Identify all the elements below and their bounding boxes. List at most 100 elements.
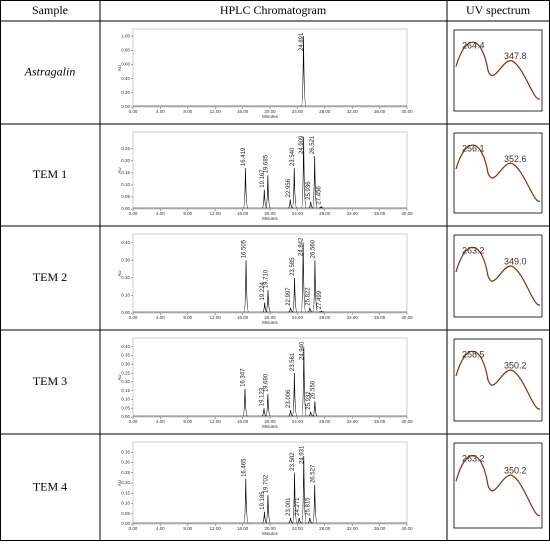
peak <box>292 472 298 524</box>
y-tick-label: 0.10 <box>121 182 130 187</box>
peak <box>301 346 307 417</box>
x-tick-label: 8.00 <box>183 526 192 531</box>
x-tick-label: 12.00 <box>210 419 222 424</box>
peak-label: 24.891 <box>299 32 305 51</box>
peak-label: 24.842 <box>299 237 305 256</box>
peak-label: 19.224 <box>260 281 266 300</box>
uv-peak-label: 263.2 <box>462 245 485 255</box>
x-tick-label: 0.00 <box>129 315 138 320</box>
y-tick-label: 0.40 <box>121 76 130 81</box>
x-tick-label: 36.00 <box>374 109 386 114</box>
x-axis-label: Minutes <box>262 320 279 325</box>
peak <box>262 511 268 524</box>
x-tick-label: 28.00 <box>319 526 331 531</box>
sample-name: Astragalin <box>24 64 76 78</box>
peak-label: 23.001 <box>286 497 292 516</box>
peak <box>301 136 307 209</box>
y-tick-label: 0.30 <box>121 460 130 465</box>
x-tick-label: 20.00 <box>264 315 276 320</box>
peak-label: 25.932 <box>306 391 312 410</box>
peak <box>292 277 298 313</box>
peak-label: 22.997 <box>286 287 292 306</box>
peak <box>243 168 249 209</box>
x-tick-label: 16.00 <box>237 315 249 320</box>
peak-label: 25.815 <box>305 497 311 516</box>
y-tick-label: 0.10 <box>121 397 130 402</box>
x-tick-label: 40.00 <box>401 109 413 114</box>
peak-label: 26.560 <box>311 239 317 258</box>
peak <box>243 260 249 313</box>
peak <box>288 307 294 313</box>
y-tick-label: 0.20 <box>121 480 130 485</box>
peak-label: 26.527 <box>310 464 316 483</box>
peak-label: 16.465 <box>241 458 247 477</box>
y-tick-label: 0.20 <box>121 379 130 384</box>
uv-peak-label: 350.2 <box>504 465 527 475</box>
peak <box>261 408 267 417</box>
x-axis-label: Minutes <box>262 531 279 536</box>
peak <box>243 478 249 524</box>
y-axis-label: AU <box>117 167 122 173</box>
peak <box>312 485 318 524</box>
peak-label: 23.582 <box>290 452 296 471</box>
y-tick-label: 0.15 <box>121 490 130 495</box>
peak <box>265 290 271 313</box>
x-tick-label: 16.00 <box>237 419 249 424</box>
uv-peak-label: 258.5 <box>462 349 485 359</box>
peak <box>307 517 313 524</box>
peak <box>300 242 307 313</box>
header-sample: Sample <box>32 3 68 17</box>
y-tick-label: 0.15 <box>121 170 130 175</box>
x-tick-label: 0.00 <box>129 211 138 216</box>
y-axis-label: AU <box>117 480 122 486</box>
x-tick-label: 40.00 <box>401 526 413 531</box>
peak-label: 24.940 <box>299 341 305 360</box>
x-axis-label: Minutes <box>262 424 279 429</box>
uv-peak-label: 352.6 <box>504 154 527 164</box>
sample-name: TEM 4 <box>33 479 67 493</box>
x-tick-label: 0.00 <box>129 109 138 114</box>
peak-label: 23.561 <box>290 352 296 371</box>
y-tick-label: 0.30 <box>121 362 130 367</box>
peak <box>242 388 248 417</box>
x-tick-label: 8.00 <box>183 109 192 114</box>
y-axis-label: AU <box>117 65 122 71</box>
x-tick-label: 12.00 <box>210 526 222 531</box>
peak-label: 19.702 <box>264 474 270 493</box>
uv-peak-label: 349.0 <box>504 256 527 266</box>
y-tick-label: 0.10 <box>121 293 130 298</box>
peak <box>301 36 307 107</box>
peak-label: 27.456 <box>317 186 323 205</box>
x-tick-label: 16.00 <box>237 109 249 114</box>
peak-label: 26.550 <box>310 380 316 399</box>
x-tick-label: 4.00 <box>156 419 165 424</box>
x-tick-label: 24.00 <box>292 526 304 531</box>
y-tick-label: 0.00 <box>121 414 130 419</box>
peak <box>265 175 271 209</box>
y-tick-label: 0.35 <box>121 449 130 454</box>
peak <box>262 302 268 313</box>
uv-curve <box>455 246 541 306</box>
x-tick-label: 20.00 <box>264 419 276 424</box>
x-tick-label: 4.00 <box>156 526 165 531</box>
x-tick-label: 40.00 <box>401 211 413 216</box>
x-tick-label: 32.00 <box>347 109 359 114</box>
peak <box>261 189 267 209</box>
uv-curve <box>455 144 541 202</box>
y-tick-label: 0.25 <box>121 370 130 375</box>
x-tick-label: 36.00 <box>374 315 386 320</box>
y-axis-label: AU <box>117 270 122 276</box>
peak-label: 23.585 <box>290 257 296 276</box>
x-tick-label: 4.00 <box>156 109 165 114</box>
header-chromatogram: HPLC Chromatogram <box>220 3 327 17</box>
peak <box>297 517 302 524</box>
x-tick-label: 32.00 <box>347 526 359 531</box>
x-tick-label: 24.00 <box>292 109 304 114</box>
y-tick-label: 0.00 <box>121 206 130 211</box>
y-tick-label: 1.00 <box>121 33 130 38</box>
sample-name: TEM 2 <box>33 270 67 284</box>
peak <box>319 310 324 313</box>
x-tick-label: 40.00 <box>401 315 413 320</box>
peak <box>308 411 314 417</box>
y-tick-label: 0.05 <box>121 405 130 410</box>
